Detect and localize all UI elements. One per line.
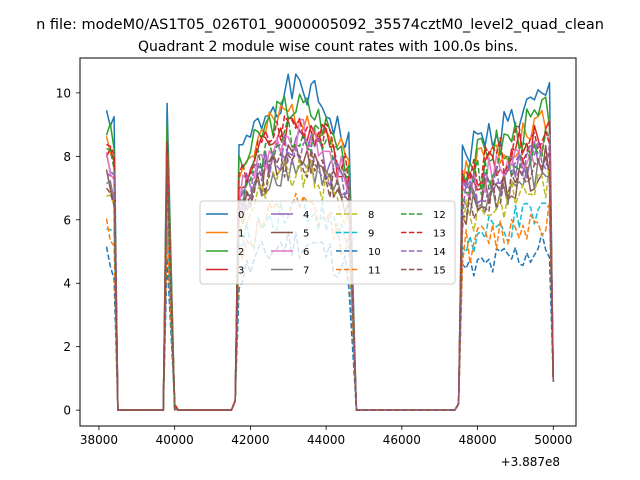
y-tick-label: 4: [63, 277, 71, 291]
x-tick-label: 38000: [80, 433, 118, 447]
x-tick-label: 50000: [534, 433, 572, 447]
x-tick-label: 44000: [307, 433, 345, 447]
legend-label-1: 1: [238, 229, 244, 240]
x-axis: 38000 40000 42000 44000 46000 48000 50000: [80, 426, 572, 447]
legend-label-8: 8: [368, 210, 374, 221]
legend-label-11: 11: [368, 266, 381, 277]
legend-label-6: 6: [303, 247, 309, 258]
series-line-13: [106, 115, 555, 411]
y-tick-label: 2: [63, 340, 71, 354]
legend-label-13: 13: [433, 229, 446, 240]
figure-suptitle: n file: modeM0/AS1T05_026T01_9000005092_…: [36, 17, 604, 33]
chart-title: Quadrant 2 module wise count rates with …: [138, 39, 518, 55]
legend-label-7: 7: [303, 266, 309, 277]
legend-box: [199, 200, 456, 285]
legend-label-3: 3: [238, 266, 244, 277]
y-tick-label: 0: [63, 404, 71, 418]
legend-label-12: 12: [433, 210, 446, 221]
legend-label-4: 4: [303, 210, 309, 221]
legend-label-10: 10: [368, 247, 381, 258]
legend-label-15: 15: [433, 266, 446, 277]
x-tick-label: 46000: [383, 433, 421, 447]
legend-label-2: 2: [238, 247, 244, 258]
y-tick-label: 8: [63, 150, 71, 164]
y-axis: 0 2 4 6 8 10: [56, 86, 80, 418]
legend-label-9: 9: [368, 229, 374, 240]
x-tick-label: 40000: [156, 433, 194, 447]
y-tick-label: 10: [56, 86, 71, 100]
x-tick-label: 48000: [458, 433, 496, 447]
legend-label-5: 5: [303, 229, 309, 240]
x-axis-offset-label: +3.887e8: [501, 455, 560, 469]
series-line-15: [105, 149, 555, 411]
legend-label-14: 14: [433, 247, 446, 258]
y-tick-label: 6: [63, 213, 71, 227]
legend-label-0: 0: [238, 210, 244, 221]
x-tick-label: 42000: [231, 433, 269, 447]
axes-frame: [79, 57, 577, 427]
